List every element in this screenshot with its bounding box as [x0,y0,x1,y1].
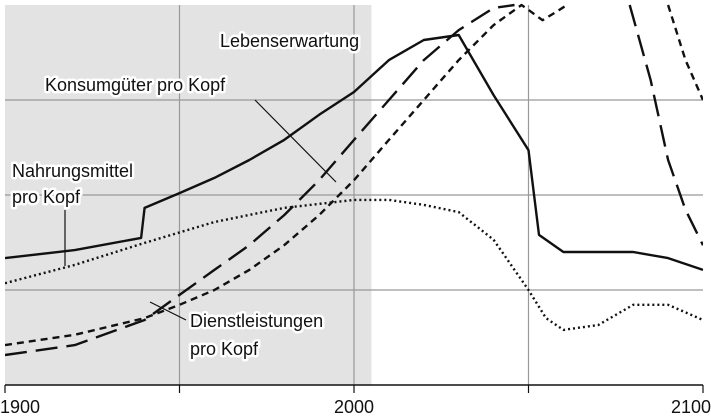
annotation: Nahrungsmittel [12,161,133,181]
leader-line [254,99,337,183]
annotation: pro Kopf [12,187,81,207]
plot: 1900 2000 2100 [0,3,711,417]
series-line [5,3,703,347]
annotation: Konsumgüter pro Kopf [45,75,226,95]
x-tick-label: 2000 [334,397,374,417]
annotation: pro Kopf [190,339,259,359]
annotation: Lebenserwartung [220,31,359,51]
x-tick-label: 2100 [671,397,711,417]
x-tick-label: 1900 [0,397,40,417]
leader-line [149,301,187,321]
series-line [5,33,703,272]
annotation: Dienstleistungen [190,311,323,331]
series-line [5,198,703,332]
series-line [5,3,703,357]
